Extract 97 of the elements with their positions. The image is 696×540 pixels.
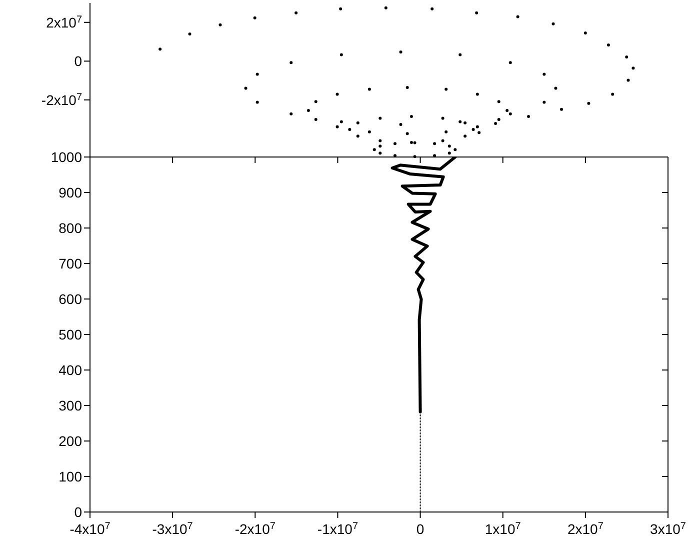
- point: [378, 139, 382, 142]
- point: [340, 120, 343, 124]
- point: [336, 125, 339, 128]
- point: [314, 100, 318, 104]
- point: [188, 32, 192, 36]
- point: [554, 86, 558, 90]
- point: [378, 116, 382, 120]
- point: [626, 78, 630, 82]
- point: [464, 134, 467, 138]
- point: [584, 32, 587, 35]
- point: [552, 22, 555, 26]
- point: [475, 11, 478, 14]
- point: [611, 92, 614, 96]
- point: [458, 53, 462, 56]
- point: [542, 72, 546, 76]
- point: [399, 122, 402, 126]
- point: [560, 108, 563, 111]
- point: [158, 48, 162, 51]
- point: [497, 100, 500, 104]
- point: [444, 130, 448, 134]
- y-tick-label: 600: [58, 291, 82, 307]
- y-tick-label: 300: [58, 398, 82, 414]
- point: [348, 128, 352, 132]
- point: [464, 121, 467, 124]
- x-tick-label: 1x10$^{7}$: [484, 520, 522, 537]
- point: [368, 130, 371, 134]
- point: [458, 120, 462, 124]
- point: [336, 92, 339, 96]
- point: [444, 88, 448, 91]
- point: [339, 7, 342, 10]
- point: [448, 152, 451, 155]
- y-tick-label: 1000: [50, 149, 82, 165]
- point: [508, 61, 512, 64]
- point: [406, 86, 409, 89]
- y-tick-label: 800: [58, 220, 82, 236]
- point: [527, 115, 530, 118]
- point: [253, 16, 256, 20]
- point: [368, 88, 371, 91]
- point: [393, 142, 396, 146]
- x-tick-label: -4x10$^{7}$: [70, 520, 111, 537]
- y-tick-label: 100: [58, 468, 82, 484]
- y-tick-label: 900: [58, 184, 82, 200]
- point: [494, 122, 498, 126]
- point: [413, 141, 416, 144]
- y-tick-label: 400: [58, 362, 82, 378]
- point: [410, 115, 413, 118]
- point: [314, 118, 318, 121]
- point: [430, 7, 434, 10]
- point: [378, 152, 382, 155]
- point: [448, 144, 451, 148]
- point: [542, 100, 546, 104]
- point: [472, 128, 475, 132]
- point: [290, 61, 293, 64]
- point: [506, 109, 509, 112]
- point: [478, 131, 481, 134]
- y-tick-label: 0: [74, 504, 82, 520]
- point: [356, 121, 360, 124]
- y-tick-label: 0: [74, 53, 82, 70]
- point: [306, 109, 310, 112]
- point: [256, 100, 259, 104]
- point: [372, 148, 376, 152]
- x-tick-label: -1x10$^{7}$: [317, 520, 358, 537]
- y-tick-label: -2x10$^{7}$: [41, 91, 82, 108]
- point: [454, 148, 457, 152]
- point: [497, 118, 500, 121]
- point: [294, 11, 298, 14]
- point: [476, 125, 479, 128]
- point: [384, 6, 388, 10]
- x-tick-label: -2x10$^{7}$: [234, 520, 276, 537]
- point: [632, 66, 635, 70]
- point: [378, 144, 382, 148]
- x-tick-label: 3x10$^{7}$: [650, 520, 686, 537]
- point: [356, 134, 360, 138]
- point: [410, 141, 413, 144]
- y-tick-label: 500: [58, 326, 82, 342]
- point: [606, 44, 610, 47]
- y-tick-label: 2x10$^{7}$: [46, 14, 82, 30]
- point: [218, 23, 222, 26]
- x-tick-label: 2x10$^{7}$: [567, 520, 604, 537]
- point: [399, 50, 402, 54]
- point: [340, 53, 343, 56]
- point: [441, 116, 444, 120]
- point: [508, 112, 512, 116]
- point: [433, 142, 436, 146]
- y-tick-label: 200: [58, 433, 82, 449]
- point: [441, 139, 444, 142]
- y-tick-label: 700: [58, 256, 82, 272]
- point: [244, 86, 248, 90]
- point: [476, 92, 479, 96]
- x-tick-label: 0: [416, 521, 424, 537]
- point: [587, 102, 590, 105]
- point: [516, 15, 520, 18]
- point: [406, 132, 409, 136]
- point: [290, 112, 293, 116]
- x-tick-label: -3x10$^{7}$: [152, 520, 194, 537]
- point: [625, 56, 628, 59]
- point: [256, 72, 259, 76]
